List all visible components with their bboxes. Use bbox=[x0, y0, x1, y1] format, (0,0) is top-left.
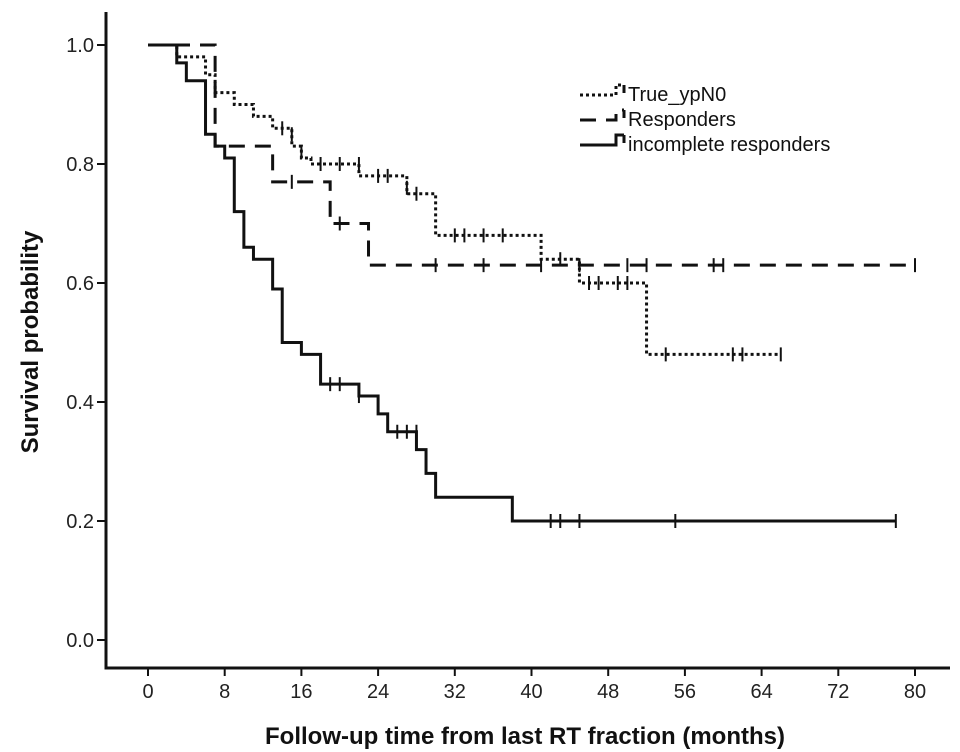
x-tick-label: 40 bbox=[520, 681, 542, 703]
y-tick-label: 0.8 bbox=[66, 154, 94, 176]
legend-item-true-ypn0: True_ypN0 bbox=[580, 83, 726, 106]
legend-swatch bbox=[580, 133, 624, 147]
y-axis-ticks: 0.0 0.2 0.4 0.6 0.8 1.0 bbox=[66, 35, 106, 652]
y-axis-title: Survival probability bbox=[17, 230, 44, 453]
series-true-ypn0 bbox=[148, 43, 782, 362]
axes bbox=[104, 12, 950, 670]
legend-swatch bbox=[580, 108, 624, 122]
series-line-incomplete-responders bbox=[148, 43, 896, 523]
legend-label: True_ypN0 bbox=[628, 84, 726, 106]
x-tick-label: 64 bbox=[750, 681, 772, 703]
series-responders bbox=[148, 43, 916, 273]
legend-swatch bbox=[580, 83, 624, 97]
series-incomplete-responders bbox=[148, 43, 897, 528]
x-tick-label: 56 bbox=[674, 681, 696, 703]
x-tick-label: 48 bbox=[597, 681, 619, 703]
legend-label: Responders bbox=[628, 109, 736, 131]
x-tick-label: 80 bbox=[904, 681, 926, 703]
y-tick-label: 0.4 bbox=[66, 392, 94, 414]
y-tick-label: 0.2 bbox=[66, 511, 94, 533]
series-line-responders bbox=[148, 43, 915, 267]
x-axis-ticks: 0 8 16 24 32 40 48 56 64 72 80 bbox=[142, 668, 926, 703]
y-tick-label: 0.0 bbox=[66, 630, 94, 652]
legend: True_ypN0 Responders incomplete responders bbox=[580, 83, 830, 156]
legend-item-incomplete-responders: incomplete responders bbox=[580, 133, 830, 156]
x-tick-label: 24 bbox=[367, 681, 389, 703]
legend-item-responders: Responders bbox=[580, 108, 736, 131]
x-axis-title: Follow-up time from last RT fraction (mo… bbox=[265, 723, 785, 750]
x-tick-label: 0 bbox=[142, 681, 153, 703]
y-tick-label: 0.6 bbox=[66, 273, 94, 295]
x-tick-label: 16 bbox=[290, 681, 312, 703]
y-tick-label: 1.0 bbox=[66, 35, 94, 57]
legend-label: incomplete responders bbox=[628, 134, 830, 156]
series-layer bbox=[148, 43, 916, 528]
x-tick-label: 32 bbox=[444, 681, 466, 703]
x-tick-label: 8 bbox=[219, 681, 230, 703]
x-tick-label: 72 bbox=[827, 681, 849, 703]
